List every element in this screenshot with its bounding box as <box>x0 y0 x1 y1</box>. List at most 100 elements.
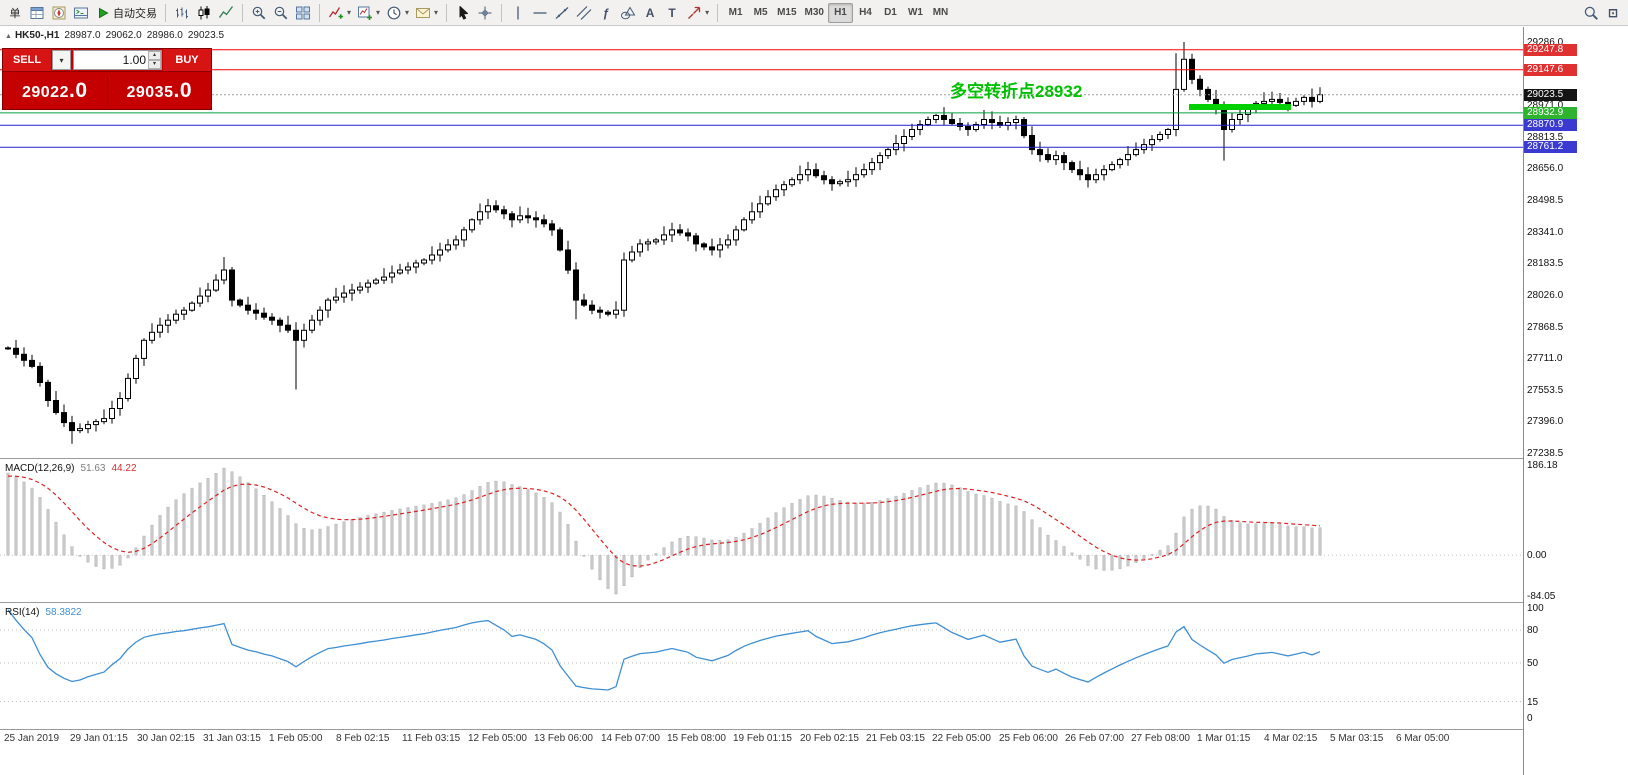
toolbar-new-order-button[interactable]: 单 <box>4 2 26 24</box>
sell-button[interactable]: SELL <box>3 49 51 71</box>
time-label: 4 Mar 02:15 <box>1264 733 1318 744</box>
chart-annotation-text[interactable]: 多空转折点28932 <box>950 82 1083 101</box>
toolbar-text-label-button[interactable]: T <box>661 2 683 24</box>
low-value: 28986.0 <box>146 30 183 41</box>
toolbar-trendline-button[interactable] <box>551 2 573 24</box>
time-axis[interactable]: 25 Jan 2019 29 Jan 01:15 30 Jan 02:15 31 Ja… <box>0 730 1523 750</box>
timeframe-m30-button[interactable]: M30 <box>801 3 828 23</box>
subwindow-marker-icon: ▲ <box>5 33 12 40</box>
one-click-trading-panel: SELL ▾ ▴ ▾ BUY 29022.0 29035.0 <box>2 48 212 110</box>
timeframe-mn-button[interactable]: MN <box>928 3 953 23</box>
price-chart-panel[interactable]: ▲ HK50-,H1 28987.0 29062.0 28986.0 29023.5 多空… <box>0 27 1523 458</box>
price-grid-label: 28026.0 <box>1527 290 1564 301</box>
toolbar-tile-windows-button[interactable] <box>292 2 314 24</box>
toolbar-navigator-button[interactable] <box>48 2 70 24</box>
macd-signal-value: 44.22 <box>111 463 137 474</box>
rsi-panel[interactable]: RSI(14) 58.3822 <box>0 604 1523 728</box>
timeframe-m1-button[interactable]: M1 <box>723 3 748 23</box>
price-chart-canvas[interactable] <box>0 27 1523 458</box>
toolbar-vertical-line-button[interactable] <box>507 2 529 24</box>
toolbar-horizontal-line-button[interactable] <box>529 2 551 24</box>
volume-stepper: ▴ ▾ <box>148 51 161 69</box>
price-grid-label: 27238.5 <box>1527 448 1564 459</box>
zoom-in-icon <box>251 5 267 21</box>
timeframe-d1-button[interactable]: D1 <box>878 3 903 23</box>
horizontal-line-icon <box>532 5 548 21</box>
toolbar-periods-button[interactable]: ▾ <box>383 2 412 24</box>
volume-decrease-button[interactable]: ▾ <box>148 60 161 69</box>
toolbar-crosshair-button[interactable] <box>474 2 496 24</box>
time-label: 14 Feb 07:00 <box>601 733 660 744</box>
time-label: 8 Feb 02:15 <box>336 733 390 744</box>
time-label: 20 Feb 02:15 <box>800 733 859 744</box>
toolbar-chart-candlesticks-button[interactable] <box>193 2 215 24</box>
chevron-down-icon: ▾ <box>434 8 439 17</box>
time-label: 13 Feb 06:00 <box>534 733 593 744</box>
toolbar-search-button[interactable] <box>1580 2 1602 24</box>
rsi-axis-label: 0 <box>1527 713 1533 724</box>
navigator-icon <box>51 5 67 21</box>
toolbar-chart-bars-button[interactable] <box>171 2 193 24</box>
toolbar-equidistant-channel-button[interactable] <box>573 2 595 24</box>
macd-label: MACD(12,26,9) 51.63 44.22 <box>5 463 137 474</box>
toolbar-auto-trading-button[interactable]: 自动交易 <box>92 2 160 24</box>
timeframe-h1-button[interactable]: H1 <box>827 2 853 23</box>
volume-increase-button[interactable]: ▴ <box>148 51 161 60</box>
timeframe-m5-button[interactable]: M5 <box>748 3 773 23</box>
panel-separator[interactable] <box>0 602 1628 603</box>
toolbar-templates-button[interactable]: ▾ <box>412 2 441 24</box>
toolbar-indicators-button[interactable]: ▾ <box>325 2 354 24</box>
toolbar-separator <box>319 3 320 22</box>
level-price-tag: 29247.8 <box>1524 44 1577 56</box>
order-type-dropdown[interactable]: ▾ <box>52 50 71 70</box>
price-grid-label: 29286.0 <box>1527 37 1564 48</box>
close-value: 29023.5 <box>187 30 225 41</box>
buy-button[interactable]: BUY <box>163 49 211 71</box>
timeframe-m15-button[interactable]: M15 <box>773 3 800 23</box>
volume-input[interactable] <box>74 51 148 69</box>
volume-field: ▴ ▾ <box>73 50 162 70</box>
panel-separator[interactable] <box>0 458 1628 459</box>
toolbar-cursor-button[interactable] <box>452 2 474 24</box>
macd-panel[interactable]: MACD(12,26,9) 51.63 44.22 <box>0 460 1523 601</box>
toolbar-zoom-in-button[interactable] <box>248 2 270 24</box>
toolbar-market-watch-button[interactable] <box>26 2 48 24</box>
rsi-axis-label: 50 <box>1527 658 1539 669</box>
toolbar-right-group: ⊡ <box>1580 0 1624 26</box>
buy-price[interactable]: 29035.0 <box>126 79 192 102</box>
new-chart-icon <box>357 5 373 21</box>
time-label: 6 Mar 05:00 <box>1396 733 1450 744</box>
sell-price[interactable]: 29022.0 <box>21 79 88 102</box>
chart-bars-icon <box>174 5 190 21</box>
price-grid-label: 28971.0 <box>1527 100 1564 111</box>
ohlc-values: 28987.0 29062.0 28986.0 29023.5 <box>59 30 224 41</box>
toolbar-zoom-out-button[interactable] <box>270 2 292 24</box>
arrows-icon <box>686 5 702 21</box>
highlight-segment[interactable] <box>1189 104 1291 110</box>
shapes-icon <box>620 5 636 21</box>
level-price-tag: 29147.6 <box>1524 64 1577 76</box>
timeframe-w1-button[interactable]: W1 <box>903 3 928 23</box>
toolbar-community-button[interactable]: ⊡ <box>1602 2 1624 24</box>
macd-canvas[interactable] <box>0 460 1523 601</box>
toolbar-terminal-button[interactable] <box>70 2 92 24</box>
timeframe-h4-button[interactable]: H4 <box>853 3 878 23</box>
macd-axis-label: 186.18 <box>1527 460 1558 471</box>
macd-histogram <box>6 467 1322 595</box>
level-price-tag: 28761.2 <box>1524 141 1577 153</box>
toolbar-chart-line-button[interactable] <box>215 2 237 24</box>
rsi-canvas[interactable] <box>0 604 1523 728</box>
indicators-icon <box>328 5 344 21</box>
vertical-line-icon <box>510 5 526 21</box>
toolbar-shapes-button[interactable] <box>617 2 639 24</box>
templates-icon <box>415 5 431 21</box>
toolbar-fibonacci-retracement-button[interactable]: ƒ <box>595 2 617 24</box>
current-price-tag: 29023.5 <box>1524 89 1577 101</box>
time-label: 15 Feb 08:00 <box>667 733 726 744</box>
toolbar-text-button[interactable]: A <box>639 2 661 24</box>
chevron-down-icon: ▾ <box>376 8 381 17</box>
toolbar-arrows-button[interactable]: ▾ <box>683 2 712 24</box>
price-axis[interactable]: 29286.0 28971.0 28813.5 28656.0 28498.5 28341… <box>1523 27 1628 775</box>
panel-separator <box>0 729 1628 730</box>
toolbar-new-chart-button[interactable]: ▾ <box>354 2 383 24</box>
